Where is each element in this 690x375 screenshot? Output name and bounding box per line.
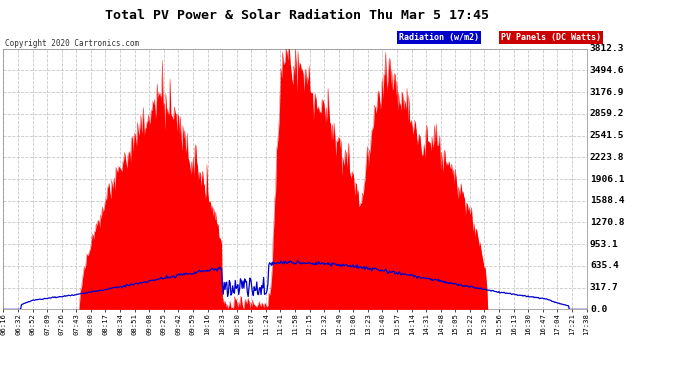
Text: 317.7: 317.7 — [590, 283, 619, 292]
Text: 635.4: 635.4 — [590, 261, 619, 270]
Text: 953.1: 953.1 — [590, 240, 619, 249]
Text: 2541.5: 2541.5 — [590, 131, 624, 140]
Text: 1270.8: 1270.8 — [590, 218, 624, 227]
Text: Total PV Power & Solar Radiation Thu Mar 5 17:45: Total PV Power & Solar Radiation Thu Mar… — [105, 9, 489, 22]
Text: 3176.9: 3176.9 — [590, 88, 624, 97]
Text: 0.0: 0.0 — [590, 305, 607, 314]
Text: 1588.4: 1588.4 — [590, 196, 624, 205]
Text: 2859.2: 2859.2 — [590, 110, 624, 118]
Text: 2223.8: 2223.8 — [590, 153, 624, 162]
Text: Copyright 2020 Cartronics.com: Copyright 2020 Cartronics.com — [5, 39, 139, 48]
Text: PV Panels (DC Watts): PV Panels (DC Watts) — [501, 33, 601, 42]
Text: Radiation (w/m2): Radiation (w/m2) — [399, 33, 479, 42]
Text: 3494.6: 3494.6 — [590, 66, 624, 75]
Text: 1906.1: 1906.1 — [590, 175, 624, 184]
Text: 3812.3: 3812.3 — [590, 44, 624, 53]
